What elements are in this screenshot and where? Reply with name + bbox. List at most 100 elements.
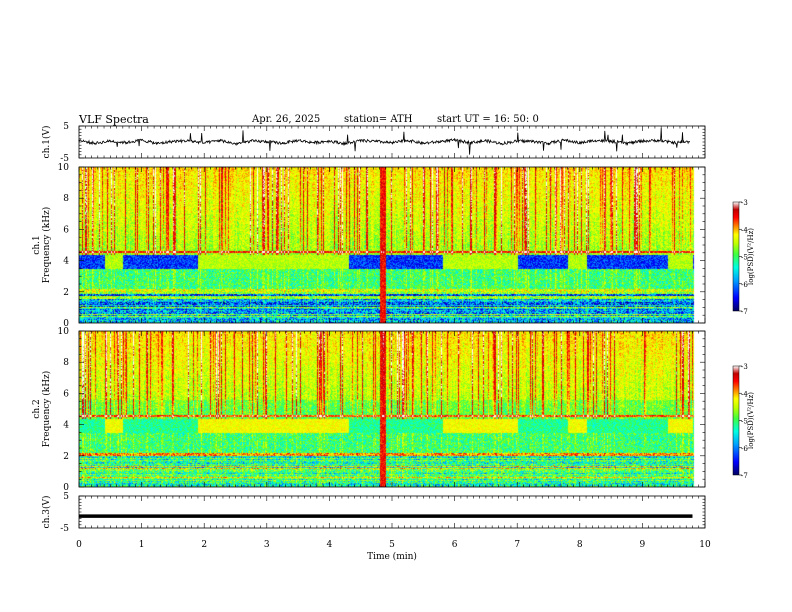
ch2-colorbar (732, 365, 740, 476)
start-time-label: start UT = 16: 50: 0 (437, 114, 539, 125)
y-axis-label-line: ch.1 (32, 235, 42, 254)
ch1-colorbar-label: log(PSD)(V²/Hz) (747, 228, 755, 285)
ch1-y-tick-label-axis-label: ch.1(V) (41, 126, 52, 159)
ch1-waveform-point (391, 142, 393, 144)
s1-y-tick-label: 0 (63, 319, 69, 329)
ch1-waveform-point (641, 140, 644, 142)
ch1-colorbar-tick-label: -5 (741, 254, 748, 262)
ch2-colorbar-tick-label: -6 (741, 445, 748, 453)
ch1-y-tick-label: 5 (63, 122, 69, 132)
ch1-waveform-point (438, 141, 440, 143)
ch1-waveform-point (579, 142, 581, 144)
ch1-colorbar-tick-label: -7 (741, 308, 748, 316)
ch1-waveform-point (250, 140, 252, 142)
ch1-waveform-point (407, 139, 409, 141)
y-axis-label-line: Frequency (kHz) (41, 371, 52, 448)
ch1-spectrogram-image (79, 167, 705, 323)
ch1-waveform-point (188, 140, 190, 142)
ch1-waveform-point (125, 142, 127, 144)
x-tick-label: 10 (699, 540, 711, 550)
ch1-waveform-point (501, 143, 503, 145)
ch3-y-tick-label-axis-label: ch.3(V) (41, 496, 52, 529)
ch1-waveform-point (360, 140, 362, 142)
ch1-colorbar-tick-label: -3 (741, 199, 748, 207)
ch1-waveform-point (626, 142, 628, 144)
s2-y-tick-label: 0 (63, 483, 69, 493)
ch1-waveform-point (532, 140, 534, 142)
waveform-layer (78, 127, 693, 518)
ch1-waveform-point (610, 140, 612, 142)
ch1-waveform-point (422, 142, 424, 144)
s1-y-tick-label: 4 (63, 257, 69, 267)
ch1-waveform-line (78, 127, 690, 155)
ch2-colorbar-tick-label: -5 (741, 418, 748, 426)
x-axis-label: Time (min) (367, 551, 417, 562)
ch1-waveform-point (344, 143, 346, 145)
x-tick-label: 8 (577, 540, 583, 550)
ch2-colorbar-tick-label: -4 (741, 390, 748, 398)
x-tick-label: 9 (640, 540, 646, 550)
x-tick-label: 5 (389, 540, 395, 550)
ch1-waveform-point (203, 142, 205, 144)
s1-y-tick-label-axis-label: ch.1 Frequency (kHz) (32, 207, 52, 284)
s2-y-tick-label: 2 (63, 452, 69, 462)
s1-y-tick-label: 8 (63, 194, 69, 204)
ch1-waveform-point (547, 142, 550, 144)
ch1-waveform-point (469, 142, 471, 144)
ch2-colorbar-tick-label: -3 (741, 363, 748, 371)
s2-y-tick-label-axis-label: ch.2 Frequency (kHz) (32, 371, 52, 448)
x-tick-label: 2 (201, 540, 207, 550)
y-axis-label-line: ch.3(V) (41, 496, 52, 529)
s2-y-tick-label: 4 (63, 421, 69, 431)
s1-y-tick-label: 6 (63, 225, 69, 235)
ch1-waveform-point (563, 139, 565, 141)
ch1-colorbar-tick-label: -4 (741, 226, 748, 234)
ch1-waveform-point (688, 141, 691, 143)
ch1-waveform-point (94, 142, 96, 144)
ch1-waveform-point (454, 139, 456, 141)
ch1-waveform-point (516, 140, 518, 142)
x-tick-label: 0 (76, 540, 82, 550)
chart-title: VLF Spectra (79, 113, 149, 126)
ch1-y-tick-label: -5 (60, 154, 69, 164)
date-label: Apr. 26, 2025 (252, 114, 321, 125)
x-tick-label: 7 (514, 540, 520, 550)
y-axis-label-line: Frequency (kHz) (41, 207, 52, 284)
ch1-waveform-point (281, 142, 284, 144)
ch1-colorbar (732, 201, 740, 312)
ch1-waveform-point (172, 140, 174, 142)
ch2-colorbar-tick-label: -7 (741, 472, 748, 480)
x-tick-label: 3 (264, 540, 270, 550)
ch1-colorbar-tick-label: -6 (741, 281, 748, 289)
colorbar-label-text: log(PSD)(V²/Hz) (747, 392, 755, 449)
y-axis-label-line: ch.1(V) (41, 126, 52, 159)
ch1-waveform-point (141, 139, 143, 141)
ch1-waveform-point (313, 142, 315, 144)
s2-y-tick-label: 10 (58, 327, 70, 337)
s2-y-tick-label: 6 (63, 389, 69, 399)
s1-y-tick-label: 2 (63, 288, 69, 298)
ch1-waveform-point (485, 140, 487, 142)
ch1-waveform-point (328, 140, 330, 142)
ch1-waveform-point (156, 143, 158, 145)
y-axis-label-line: ch.2 (32, 399, 42, 418)
s1-y-tick-label: 10 (58, 163, 70, 173)
ch2-spectrogram-image (79, 331, 705, 487)
ch1-waveform-point (297, 139, 299, 141)
ch2-colorbar-label: log(PSD)(V²/Hz) (747, 392, 755, 449)
ch1-waveform-point (266, 141, 268, 143)
x-tick-label: 6 (452, 540, 458, 550)
ch1-waveform-point (594, 139, 597, 141)
ch1-waveform-point (234, 143, 237, 145)
x-tick-label: 4 (327, 540, 333, 550)
ch1-waveform-point (109, 140, 111, 142)
ch3-y-tick-label: -5 (60, 524, 69, 534)
ch3-y-tick-label: 5 (63, 492, 69, 502)
ch1-waveform-point (657, 139, 659, 141)
colorbar-label-text: log(PSD)(V²/Hz) (747, 228, 755, 285)
ch1-waveform-point (219, 139, 221, 141)
spectrogram-layer (79, 167, 705, 487)
station-label: station= ATH (344, 114, 413, 125)
